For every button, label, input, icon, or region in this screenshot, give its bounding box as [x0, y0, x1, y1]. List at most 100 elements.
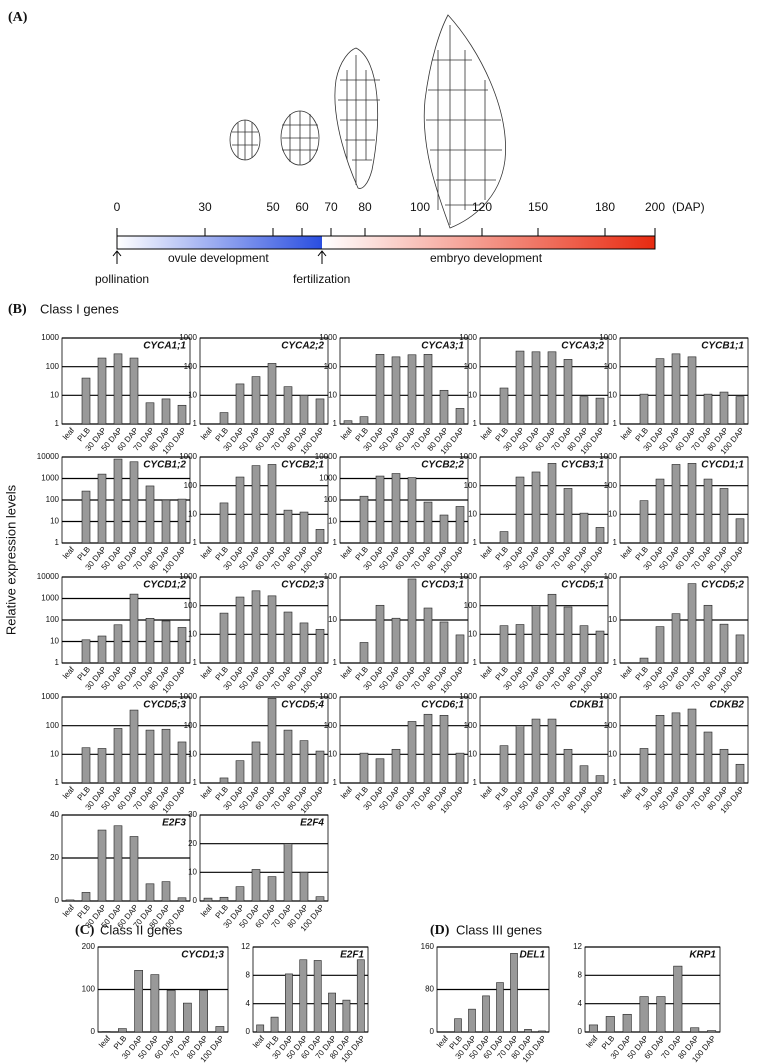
y-tick-label: 1000	[599, 333, 617, 342]
y-tick-label: 1	[193, 419, 198, 428]
bar	[515, 624, 525, 664]
bar	[655, 478, 665, 544]
y-tick-label: 1	[473, 538, 478, 547]
bar	[65, 899, 75, 902]
plot-frame	[252, 946, 369, 1033]
plot-frame	[619, 337, 749, 425]
bar	[719, 391, 729, 425]
y-tick-label: 1	[473, 419, 478, 428]
y-tick-label: 1	[613, 658, 618, 667]
bar	[267, 363, 277, 425]
y-tick-label: 100	[324, 572, 338, 581]
chart-title: CYCB1;2	[143, 460, 186, 471]
bar	[622, 1013, 632, 1033]
bar	[359, 752, 369, 784]
x-tick-label: leaf	[61, 902, 77, 918]
y-tick-label: 20	[188, 839, 197, 848]
timeline-tick-label: 30	[198, 200, 212, 214]
bar	[129, 357, 139, 425]
bar	[423, 713, 433, 784]
bar	[113, 728, 123, 784]
y-tick-label: 100	[324, 362, 338, 371]
chart-title: E2F1	[340, 950, 364, 961]
y-tick-label: 0	[578, 1027, 583, 1036]
bar	[299, 395, 309, 425]
bar	[690, 1027, 700, 1033]
event-label: pollination	[95, 272, 149, 286]
bar	[199, 990, 208, 1033]
bar	[219, 896, 229, 902]
y-tick-label: 10	[468, 390, 477, 399]
bar	[219, 502, 229, 544]
bar	[655, 358, 665, 425]
y-tick-label: 80	[425, 985, 434, 994]
y-tick-label: 10	[50, 517, 59, 526]
timeline-tick-label: 50	[266, 200, 280, 214]
bar	[219, 777, 229, 784]
bar	[595, 630, 605, 664]
bar	[439, 389, 449, 425]
panel-label: (C)	[75, 923, 95, 938]
bar	[455, 752, 465, 784]
bar	[510, 953, 518, 1033]
timeline-tick-label: 60	[295, 200, 309, 214]
x-tick-label: leaf	[339, 784, 355, 800]
y-tick-label: 1	[333, 538, 338, 547]
chart-title: CYCD5;4	[281, 700, 324, 711]
bar	[177, 627, 187, 664]
bar	[299, 511, 309, 544]
bar	[161, 728, 171, 784]
timeline-tick-label: 150	[528, 200, 548, 214]
bar	[531, 351, 541, 425]
bar	[285, 973, 293, 1033]
y-tick-label: 100	[46, 362, 60, 371]
plot-frame	[199, 814, 329, 902]
bar	[671, 353, 681, 425]
bar	[256, 1024, 265, 1033]
bar	[496, 982, 504, 1033]
bar	[375, 758, 385, 784]
y-tick-label: 1	[55, 538, 60, 547]
y-tick-label: 10	[608, 390, 617, 399]
y-tick-label: 10000	[37, 452, 60, 461]
bar	[177, 404, 187, 425]
y-tick-label: 10000	[37, 572, 60, 581]
bar	[251, 590, 261, 664]
bar	[299, 959, 308, 1033]
y-tick-label: 10	[50, 749, 59, 758]
bar	[499, 625, 509, 664]
plot-frame	[436, 946, 550, 1033]
bar	[267, 595, 277, 664]
timeline-bar	[116, 235, 656, 250]
bar	[407, 721, 417, 784]
y-tick-label: 1000	[319, 474, 337, 483]
bar	[313, 960, 322, 1033]
bar	[161, 881, 171, 902]
bar	[595, 397, 605, 425]
chart-title: E2F3	[162, 818, 186, 829]
x-tick-label: leaf	[584, 1033, 600, 1049]
bar	[129, 461, 139, 544]
panel-label: (A)	[8, 10, 28, 25]
bar	[145, 402, 155, 425]
bar	[97, 829, 107, 902]
y-tick-label: 1000	[459, 572, 477, 581]
chart-title: CYCD3;1	[421, 580, 464, 591]
bar	[687, 708, 697, 784]
x-tick-label: leaf	[61, 664, 77, 680]
y-tick-label: 1000	[459, 692, 477, 701]
chart-title: CDKB1	[570, 700, 605, 711]
bar	[671, 464, 681, 544]
y-tick-label: 10	[328, 517, 337, 526]
x-tick-label: leaf	[479, 544, 495, 560]
bar	[563, 748, 573, 784]
y-tick-label: 0	[55, 896, 60, 905]
plot-frame	[61, 814, 191, 902]
chart-title: CYCA3;2	[561, 341, 604, 352]
bar	[235, 476, 245, 544]
bar	[499, 531, 509, 544]
chart-title: CYCD2;3	[281, 580, 324, 591]
y-tick-label: 40	[50, 810, 59, 819]
bar	[359, 416, 369, 425]
bar	[655, 626, 665, 664]
